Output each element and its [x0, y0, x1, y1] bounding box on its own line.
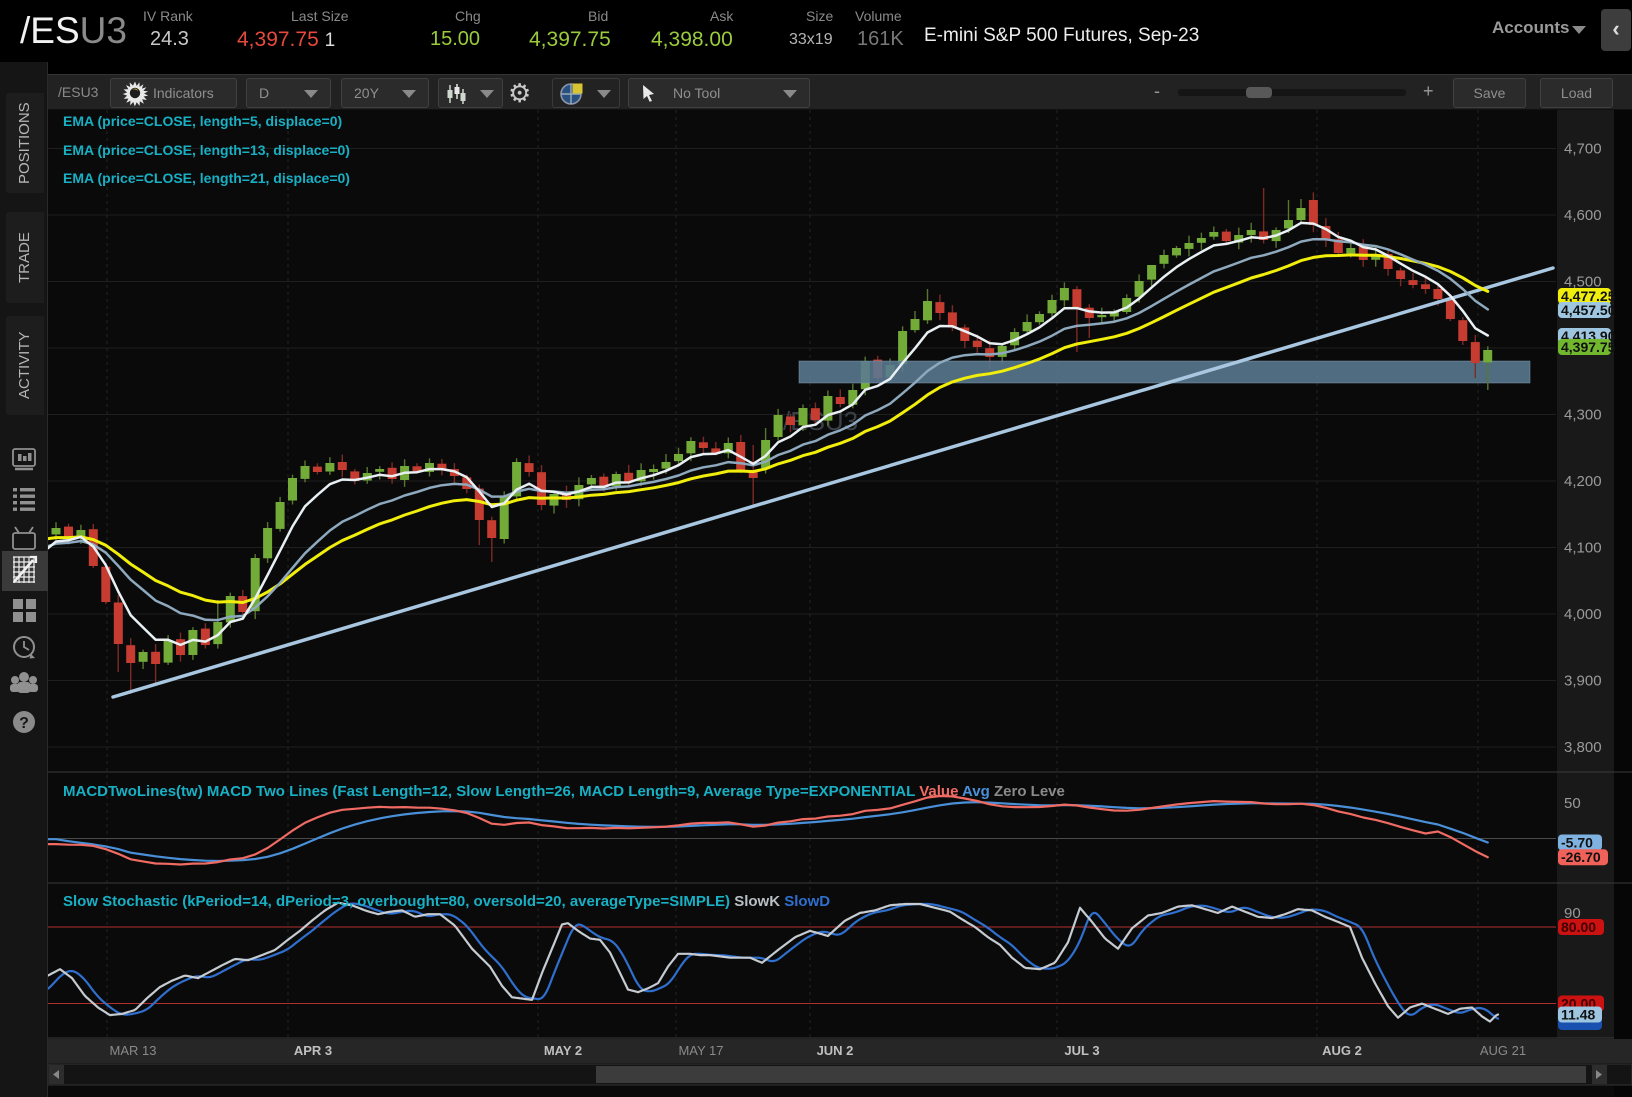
svg-text:JUL 3: JUL 3	[1064, 1043, 1099, 1058]
svg-text:3,800: 3,800	[1564, 739, 1602, 756]
svg-text:3,900: 3,900	[1564, 673, 1602, 690]
svg-text:AUG 21: AUG 21	[1480, 1043, 1526, 1058]
svg-text:MACDTwoLines(tw) MACD Two Line: MACDTwoLines(tw) MACD Two Lines (Fast Le…	[63, 783, 1065, 800]
svg-text:4,100: 4,100	[1564, 540, 1602, 557]
svg-text:4,500: 4,500	[1564, 274, 1602, 291]
svg-text:4,600: 4,600	[1564, 207, 1602, 224]
svg-text:APR 3: APR 3	[294, 1043, 332, 1058]
svg-text:4,000: 4,000	[1564, 606, 1602, 623]
svg-text:-5.70: -5.70	[1561, 835, 1593, 851]
svg-text:4,200: 4,200	[1564, 473, 1602, 490]
svg-text:Slow Stochastic (kPeriod=14, d: Slow Stochastic (kPeriod=14, dPeriod=3, …	[63, 893, 830, 910]
svg-text:MAY 17: MAY 17	[678, 1043, 723, 1058]
svg-text:?: ?	[19, 715, 29, 732]
svg-text:4,477.25: 4,477.25	[1561, 288, 1616, 304]
svg-text:4,457.50: 4,457.50	[1561, 302, 1616, 318]
svg-text:4,700: 4,700	[1564, 141, 1602, 158]
svg-text:90: 90	[1564, 905, 1581, 922]
svg-text:4,300: 4,300	[1564, 407, 1602, 424]
svg-text:EMA (price=CLOSE, length=5, di: EMA (price=CLOSE, length=5, displace=0)	[63, 113, 342, 129]
svg-text:11.48: 11.48	[1561, 1007, 1595, 1023]
svg-text:4,397.75: 4,397.75	[1561, 339, 1616, 355]
svg-text:EMA (price=CLOSE, length=13, d: EMA (price=CLOSE, length=13, displace=0)	[63, 142, 350, 158]
svg-text:80.00: 80.00	[1561, 919, 1596, 935]
svg-text:AUG 2: AUG 2	[1322, 1043, 1362, 1058]
svg-text:EMA (price=CLOSE, length=21, d: EMA (price=CLOSE, length=21, displace=0)	[63, 170, 350, 186]
svg-text:MAY 2: MAY 2	[544, 1043, 582, 1058]
svg-text:JUN 2: JUN 2	[817, 1043, 854, 1058]
svg-text:MAR 13: MAR 13	[110, 1043, 157, 1058]
svg-text:50: 50	[1564, 795, 1581, 812]
svg-text:-26.70: -26.70	[1561, 849, 1601, 865]
